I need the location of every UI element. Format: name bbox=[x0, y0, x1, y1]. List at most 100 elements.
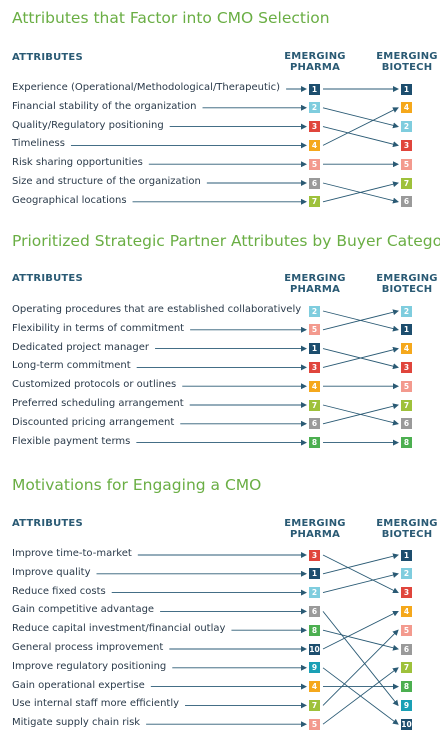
header-line: BIOTECH bbox=[381, 529, 433, 540]
section-title: Attributes that Factor into CMO Selectio… bbox=[12, 9, 330, 27]
pharma-rank-badge: 3 bbox=[309, 121, 320, 133]
rank-connector bbox=[322, 553, 399, 575]
biotech-rank-badge: 1 bbox=[401, 83, 412, 95]
emerging-biotech-header: EMERGING BIOTECH bbox=[374, 273, 440, 295]
header-line: PHARMA bbox=[289, 529, 341, 540]
biotech-rank-badge: 3 bbox=[401, 587, 412, 599]
attribute-label: Gain operational expertise bbox=[12, 679, 145, 691]
biotech-rank-badge: 2 bbox=[401, 568, 412, 580]
attributes-header: ATTRIBUTES bbox=[12, 52, 83, 63]
attribute-label: Geographical locations bbox=[12, 194, 127, 206]
pharma-rank-badge: 6 bbox=[309, 418, 320, 430]
rank-connector bbox=[322, 554, 399, 594]
header-line: EMERGING bbox=[284, 51, 346, 62]
attribute-label: Flexible payment terms bbox=[12, 435, 131, 447]
attribute-label: General process improvement bbox=[12, 642, 164, 653]
pharma-rank-badge: 9 bbox=[309, 662, 320, 674]
attribute-label: Improve quality bbox=[12, 566, 91, 578]
biotech-rank-badge: 1 bbox=[401, 324, 412, 336]
header-line: EMERGING bbox=[284, 273, 346, 284]
rank-connector bbox=[322, 610, 399, 650]
biotech-rank-badge: 7 bbox=[401, 177, 412, 189]
rank-connector bbox=[322, 182, 399, 204]
biotech-rank-badge: 8 bbox=[401, 437, 412, 449]
pharma-rank-badge: 6 bbox=[309, 177, 320, 189]
rank-connector bbox=[322, 107, 399, 129]
attribute-label: Mitigate supply chain risk bbox=[12, 717, 141, 729]
pharma-rank-badge: 3 bbox=[309, 549, 320, 561]
biotech-rank-badge: 5 bbox=[401, 380, 412, 392]
attribute-label: Operating procedures that are establishe… bbox=[12, 304, 302, 315]
pharma-rank-badge: 7 bbox=[309, 196, 320, 208]
rank-connector bbox=[322, 404, 399, 426]
pharma-rank-badge: 6 bbox=[309, 605, 320, 617]
rank-connector bbox=[322, 181, 399, 203]
attribute-label: Size and structure of the organization bbox=[12, 176, 201, 187]
pharma-rank-badge: 8 bbox=[309, 437, 320, 449]
pharma-rank-badge: 7 bbox=[309, 699, 320, 711]
pharma-rank-badge: 7 bbox=[309, 399, 320, 411]
attribute-label: Gain competitive advantage bbox=[12, 604, 155, 616]
pharma-rank-badge: 1 bbox=[309, 343, 320, 355]
attribute-label: Experience (Operational/Methodological/T… bbox=[12, 82, 281, 93]
biotech-rank-badge: 7 bbox=[401, 399, 412, 411]
emerging-biotech-header: EMERGING BIOTECH bbox=[374, 51, 440, 73]
rank-connector bbox=[322, 346, 399, 368]
rank-connector bbox=[322, 403, 399, 425]
header-line: PHARMA bbox=[289, 62, 341, 73]
pharma-rank-badge: 5 bbox=[309, 324, 320, 336]
attribute-label: Improve regulatory positioning bbox=[12, 660, 167, 672]
pharma-rank-badge: 4 bbox=[309, 681, 320, 693]
pharma-rank-badge: 2 bbox=[309, 305, 320, 317]
pharma-rank-badge: 2 bbox=[309, 102, 320, 114]
header-line: BIOTECH bbox=[381, 62, 433, 73]
biotech-rank-badge: 2 bbox=[401, 121, 412, 133]
header-line: EMERGING bbox=[376, 273, 438, 284]
biotech-rank-badge: 3 bbox=[401, 139, 412, 151]
biotech-rank-badge: 10 bbox=[401, 718, 412, 730]
header-line: EMERGING bbox=[376, 518, 438, 529]
attribute-label: Reduce fixed costs bbox=[12, 585, 106, 597]
attribute-label: Dedicated project manager bbox=[12, 341, 150, 353]
biotech-rank-badge: 3 bbox=[401, 361, 412, 373]
header-line: BIOTECH bbox=[381, 284, 433, 295]
pharma-rank-badge: 3 bbox=[309, 361, 320, 373]
pharma-rank-badge: 1 bbox=[309, 83, 320, 95]
attribute-label: Use internal staff more efficiently bbox=[12, 698, 180, 710]
section-title: Motivations for Engaging a CMO bbox=[12, 476, 262, 494]
emerging-pharma-header: EMERGING PHARMA bbox=[282, 51, 348, 73]
section-title: Prioritized Strategic Partner Attributes… bbox=[12, 232, 440, 250]
rank-connector bbox=[322, 107, 399, 146]
rank-connector bbox=[322, 667, 399, 725]
attribute-label: Discounted pricing arrangement bbox=[12, 416, 175, 428]
emerging-biotech-header: EMERGING BIOTECH bbox=[374, 518, 440, 540]
attribute-label: Financial stability of the organization bbox=[12, 100, 197, 112]
attribute-label: Quality/Regulatory positioning bbox=[12, 119, 164, 131]
biotech-rank-badge: 1 bbox=[401, 549, 412, 561]
attributes-header: ATTRIBUTES bbox=[12, 518, 83, 529]
pharma-rank-badge: 2 bbox=[309, 587, 320, 599]
biotech-rank-badge: 4 bbox=[401, 605, 412, 617]
attribute-label: Risk sharing opportunities bbox=[12, 157, 143, 169]
biotech-rank-badge: 6 bbox=[401, 643, 412, 655]
pharma-rank-badge: 1 bbox=[309, 568, 320, 580]
pharma-rank-badge: 4 bbox=[309, 380, 320, 392]
rank-connector bbox=[322, 310, 399, 332]
rank-connector bbox=[322, 572, 399, 594]
biotech-rank-badge: 4 bbox=[401, 102, 412, 114]
emerging-pharma-header: EMERGING PHARMA bbox=[282, 518, 348, 540]
pharma-rank-badge: 5 bbox=[309, 718, 320, 730]
pharma-rank-badge: 10 bbox=[309, 643, 320, 655]
biotech-rank-badge: 6 bbox=[401, 196, 412, 208]
biotech-rank-badge: 5 bbox=[401, 624, 412, 636]
attribute-label: Preferred scheduling arrangement bbox=[12, 398, 184, 409]
pharma-rank-badge: 4 bbox=[309, 139, 320, 151]
biotech-rank-badge: 2 bbox=[401, 305, 412, 317]
attribute-label: Customized protocols or outlines bbox=[12, 379, 177, 391]
biotech-rank-badge: 9 bbox=[401, 699, 412, 711]
attribute-label: Improve time-to-market bbox=[12, 548, 132, 559]
attribute-label: Timeliness bbox=[12, 138, 65, 150]
header-line: EMERGING bbox=[376, 51, 438, 62]
emerging-pharma-header: EMERGING PHARMA bbox=[282, 273, 348, 295]
rank-connector bbox=[322, 126, 399, 148]
